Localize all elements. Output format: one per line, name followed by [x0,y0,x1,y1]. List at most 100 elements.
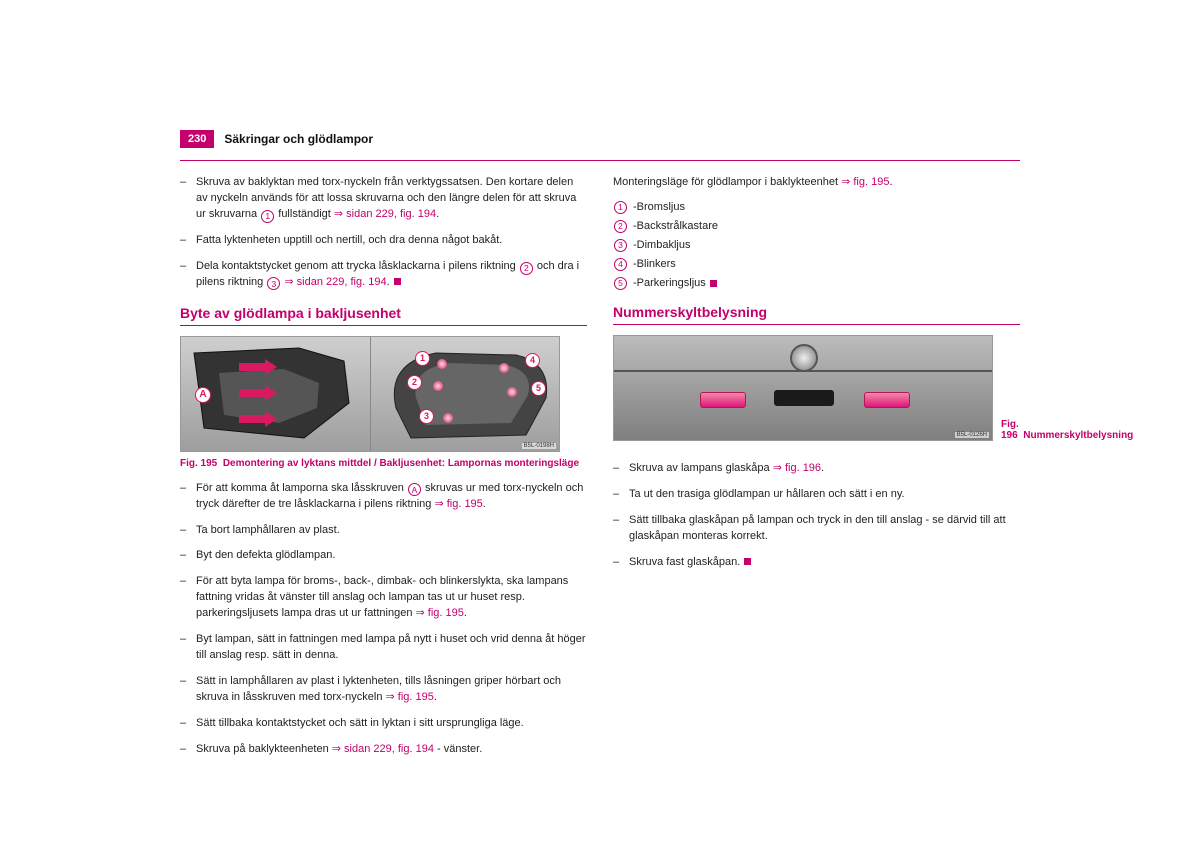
position-list: 1 - Bromsljus 2 - Backstrålkastare 3 - D… [613,201,1020,290]
text: Sätt tillbaka kontaktstycket och sätt in… [196,716,524,732]
marker-num: 1 [415,351,430,366]
text: För att komma åt lamporna ska låsskruven [196,482,407,494]
fig-ref-link[interactable]: ⇒ fig. 195 [841,176,889,188]
intro-item: Skruva av baklyktan med torx-nyckeln frå… [180,175,587,223]
plate-light-right [864,392,910,408]
fig-num: Fig. 195 [180,458,217,469]
step-item: Sätt tillbaka kontaktstycket och sätt in… [180,716,587,732]
right-column: Monteringsläge för glödlampor i baklykte… [613,175,1020,768]
circle-letter-icon: A [408,483,421,496]
brand-emblem-icon [790,344,818,372]
intro-text: Monteringsläge för glödlampor i baklykte… [613,175,1020,191]
fig-ref-link[interactable]: ⇒ fig. 195 [386,691,434,703]
label: Backstrålkastare [637,220,718,232]
figure-196-wrap: B5L-0126H Fig. 196 Nummerskyltbelysning [613,335,1020,441]
text: Skruva av lampans glaskåpa [629,462,773,474]
section-end-icon [744,558,751,565]
circle-num-icon: 4 [614,258,627,271]
text: . [821,462,824,474]
intro-item: Dela kontaktstycket genom att trycka lås… [180,259,587,291]
step-item: Sätt tillbaka glaskåpan på lampan och tr… [613,513,1020,545]
circle-ref-icon: 2 [520,262,533,275]
page-header: 230 Säkringar och glödlampor [180,130,1020,148]
text: . [436,208,439,220]
section-rule [613,324,1020,325]
label: Dimbakljus [637,239,691,251]
section-heading: Byte av glödlampa i bakljusenhet [180,305,587,321]
fig-ref-link[interactable]: ⇒ fig. 195 [434,498,482,510]
text: Fatta lyktenheten upptill och nertill, o… [196,233,502,249]
fig-text: Demontering av lyktans mittdel / Bakljus… [223,458,579,469]
marker-num: 4 [525,353,540,368]
text: För att byta lampa för broms-, back-, di… [196,575,568,619]
marker-letter-a: A [195,387,211,403]
text: Ta ut den trasiga glödlampan ur hållaren… [629,487,905,503]
text: Sätt tillbaka glaskåpan på lampan och tr… [629,513,1020,545]
text: . [483,498,486,510]
circle-num-icon: 5 [614,277,627,290]
step-item: Ta bort lamphållaren av plast. [180,523,587,539]
circle-ref-icon: 1 [261,210,274,223]
position-item: 2 - Backstrålkastare [613,220,1020,233]
position-item: 3 - Dimbakljus [613,239,1020,252]
text: Byt den defekta glödlampan. [196,548,335,564]
text: . [434,691,437,703]
page-ref-link[interactable]: ⇒ sidan 229, fig. 194 [284,276,386,288]
step-item: För att byta lampa för broms-, back-, di… [180,574,587,622]
steps-list-right: Skruva av lampans glaskåpa ⇒ fig. 196. T… [613,461,1020,571]
step-item: Skruva fast glaskåpan. [613,555,1020,571]
page-ref-link[interactable]: ⇒ sidan 229, fig. 194 [332,743,434,755]
label: Bromsljus [637,201,685,213]
intro-item: Fatta lyktenheten upptill och nertill, o… [180,233,587,249]
text: Skruva fast glaskåpan. [629,556,740,568]
section-heading: Nummerskyltbelysning [613,304,1020,320]
plate-light-left [700,392,746,408]
text: fullständigt [275,208,334,220]
steps-list: För att komma åt lamporna ska låsskruven… [180,481,587,758]
figure-195: A 1 2 3 4 [180,336,560,452]
marker-num: 5 [531,381,546,396]
step-item: Skruva av lampans glaskåpa ⇒ fig. 196. [613,461,1020,477]
step-item: Byt den defekta glödlampan. [180,548,587,564]
step-item: Skruva på baklykteenheten ⇒ sidan 229, f… [180,742,587,758]
section-end-icon [710,280,717,287]
section-rule [180,325,587,326]
marker-num: 3 [419,409,434,424]
marker-num: 2 [407,375,422,390]
step-item: Sätt in lamphållaren av plast i lyktenhe… [180,674,587,706]
step-item: För att komma åt lamporna ska låsskruven… [180,481,587,513]
label: Blinkers [637,258,676,270]
trunk-handle [774,390,834,406]
text: Skruva på baklykteenheten [196,743,332,755]
circle-num-icon: 1 [614,201,627,214]
label: Parkeringsljus [637,277,706,289]
text: - vänster. [434,743,482,755]
position-item: 4 - Blinkers [613,258,1020,271]
fig-ref-link[interactable]: ⇒ fig. 196 [773,462,821,474]
fig-ref-link[interactable]: ⇒ fig. 195 [416,607,464,619]
figure-caption: Fig. 195 Demontering av lyktans mittdel … [180,458,587,469]
text: Monteringsläge för glödlampor i baklykte… [613,176,841,188]
left-column: Skruva av baklyktan med torx-nyckeln frå… [180,175,587,768]
figure-caption: Fig. 196 Nummerskyltbelysning [1001,419,1151,441]
text: Byt lampan, sätt in fattningen med lampa… [196,632,587,664]
text: Ta bort lamphållaren av plast. [196,523,340,539]
page-number: 230 [180,130,214,148]
circle-ref-icon: 3 [267,277,280,290]
fig-text: Nummerskyltbelysning [1023,430,1133,441]
text: Dela kontaktstycket genom att trycka lås… [196,260,519,272]
text: Sätt in lamphållaren av plast i lyktenhe… [196,675,561,703]
text: . [387,276,390,288]
figure-196: B5L-0126H [613,335,993,441]
text: . [889,176,892,188]
header-rule [180,160,1020,161]
position-item: 5 - Parkeringsljus [613,277,1020,290]
step-item: Byt lampan, sätt in fattningen med lampa… [180,632,587,664]
fig-num: Fig. 196 [1001,419,1019,441]
circle-num-icon: 3 [614,239,627,252]
page-title: Säkringar och glödlampor [224,132,373,146]
intro-list: Skruva av baklyktan med torx-nyckeln frå… [180,175,587,291]
page-ref-link[interactable]: ⇒ sidan 229, fig. 194 [334,208,436,220]
step-item: Ta ut den trasiga glödlampan ur hållaren… [613,487,1020,503]
position-item: 1 - Bromsljus [613,201,1020,214]
